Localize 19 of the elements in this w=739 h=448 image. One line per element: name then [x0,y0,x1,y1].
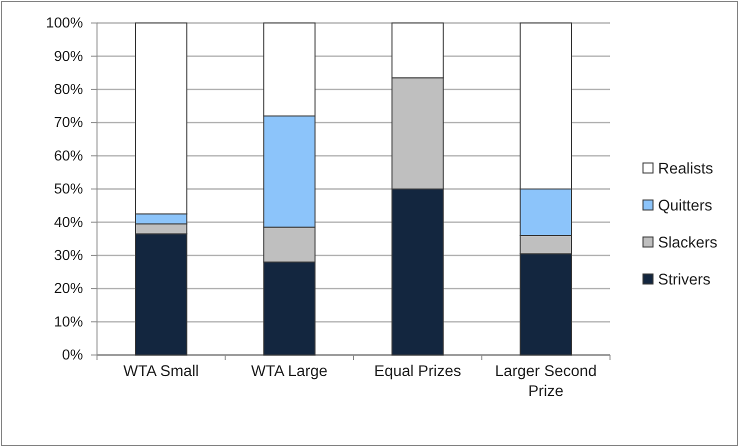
legend-label: Slackers [658,234,718,252]
legend-label: Quitters [658,198,713,214]
legend-label: Strivers [658,272,711,288]
y-tick-label: 20% [54,281,84,298]
x-tick-label: WTA Large [251,363,328,380]
y-tick-label: 40% [54,214,84,231]
y-tick-label: 70% [54,115,84,132]
x-tick-label: Equal Prizes [374,363,462,380]
legend-label: Realists [658,160,714,178]
y-tick-label: 10% [54,314,84,330]
y-tick-label: 60% [54,148,84,164]
y-tick-label: 80% [54,82,84,98]
y-tick-label: 100% [46,16,84,32]
y-tick-label: 30% [54,248,84,264]
x-tick-label: WTA Small [123,363,199,380]
y-tick-label: 90% [54,48,84,65]
y-tick-label: 50% [54,182,84,198]
x-tick-label: Larger Second Prize [495,363,597,400]
y-tick-label: 0% [62,348,84,364]
